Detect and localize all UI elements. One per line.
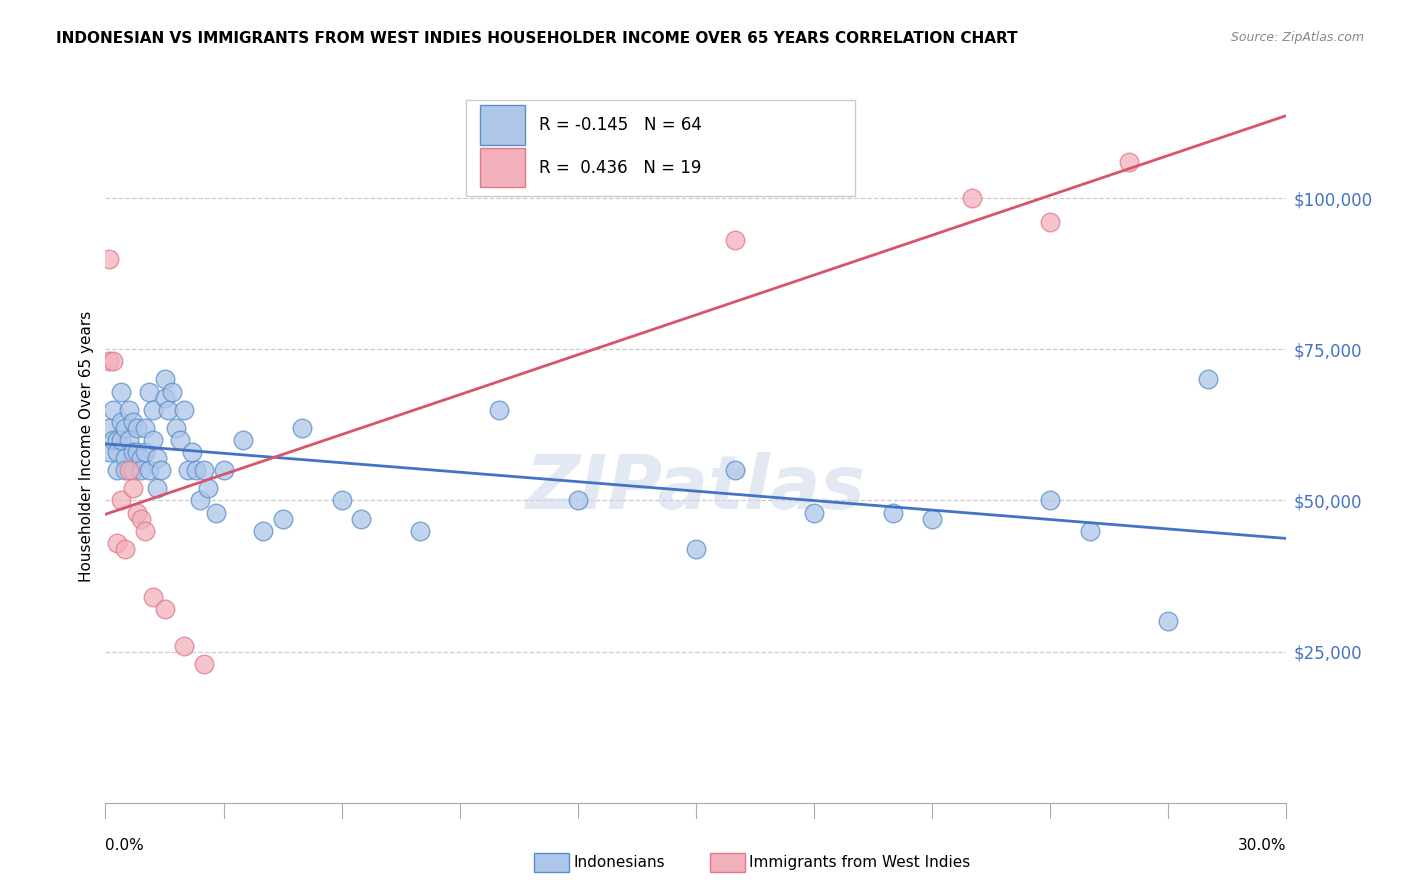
Point [177,463,200,477]
Text: 0.0%: 0.0% [105,838,145,854]
Point [110,433,132,447]
Point [110,384,132,399]
Point [134,524,156,538]
Point [197,481,219,495]
Point [122,445,145,459]
Point [173,402,195,417]
Point [122,463,145,477]
Point [129,451,152,466]
Point [98,421,121,435]
Point [157,402,180,417]
Point [1078,524,1101,538]
Point [162,384,184,399]
Point [271,511,294,525]
Y-axis label: Householder Income Over 65 years: Householder Income Over 65 years [79,310,94,582]
Point [138,463,160,477]
Point [98,445,121,459]
Point [105,433,128,447]
Point [181,445,204,459]
Bar [479,105,524,145]
Point [803,506,825,520]
Point [122,415,145,429]
Point [114,541,136,556]
Text: R =  0.436   N = 19: R = 0.436 N = 19 [538,159,702,177]
Point [165,421,187,435]
Point [153,602,176,616]
Point [724,233,747,247]
Point [724,463,747,477]
Point [110,415,132,429]
Point [105,445,128,459]
Point [103,433,125,447]
Point [105,535,128,549]
Point [103,402,125,417]
Point [125,506,148,520]
Point [114,421,136,435]
Point [122,481,145,495]
Point [252,524,274,538]
Point [1157,615,1180,629]
Point [291,421,314,435]
Point [193,463,215,477]
Text: ZIPatlas: ZIPatlas [526,452,866,525]
Point [98,354,121,368]
Point [188,493,211,508]
Text: R = -0.145   N = 64: R = -0.145 N = 64 [538,116,702,134]
Point [105,463,128,477]
Point [882,506,904,520]
Point [184,463,207,477]
Point [138,384,160,399]
Point [129,463,152,477]
Point [118,402,141,417]
Point [114,463,136,477]
Point [921,511,943,525]
Point [212,463,235,477]
Text: Indonesians: Indonesians [574,855,665,870]
Point [1118,154,1140,169]
Text: 30.0%: 30.0% [1239,838,1286,854]
Point [153,391,176,405]
Point [129,511,152,525]
Point [134,445,156,459]
Point [409,524,432,538]
Point [960,191,983,205]
Point [204,506,226,520]
Point [567,493,589,508]
Point [145,451,167,466]
Point [103,354,125,368]
Point [169,433,191,447]
Point [142,433,165,447]
Point [330,493,353,508]
Point [153,372,176,386]
Text: Source: ZipAtlas.com: Source: ZipAtlas.com [1230,31,1364,45]
Point [685,541,707,556]
Point [350,511,373,525]
Bar [479,148,524,187]
Point [173,639,195,653]
Point [193,657,215,671]
Point [98,252,121,266]
Point [142,402,165,417]
Point [145,481,167,495]
Point [1039,215,1062,229]
Point [118,433,141,447]
Point [125,421,148,435]
Point [488,402,510,417]
Point [118,463,141,477]
Point [110,493,132,508]
Point [134,421,156,435]
Point [232,433,254,447]
Text: INDONESIAN VS IMMIGRANTS FROM WEST INDIES HOUSEHOLDER INCOME OVER 65 YEARS CORRE: INDONESIAN VS IMMIGRANTS FROM WEST INDIE… [56,31,1018,46]
Point [1197,372,1219,386]
Point [149,463,172,477]
Point [142,590,165,604]
Point [1039,493,1062,508]
Point [114,451,136,466]
Text: Immigrants from West Indies: Immigrants from West Indies [749,855,970,870]
Point [125,445,148,459]
FancyBboxPatch shape [465,100,855,196]
